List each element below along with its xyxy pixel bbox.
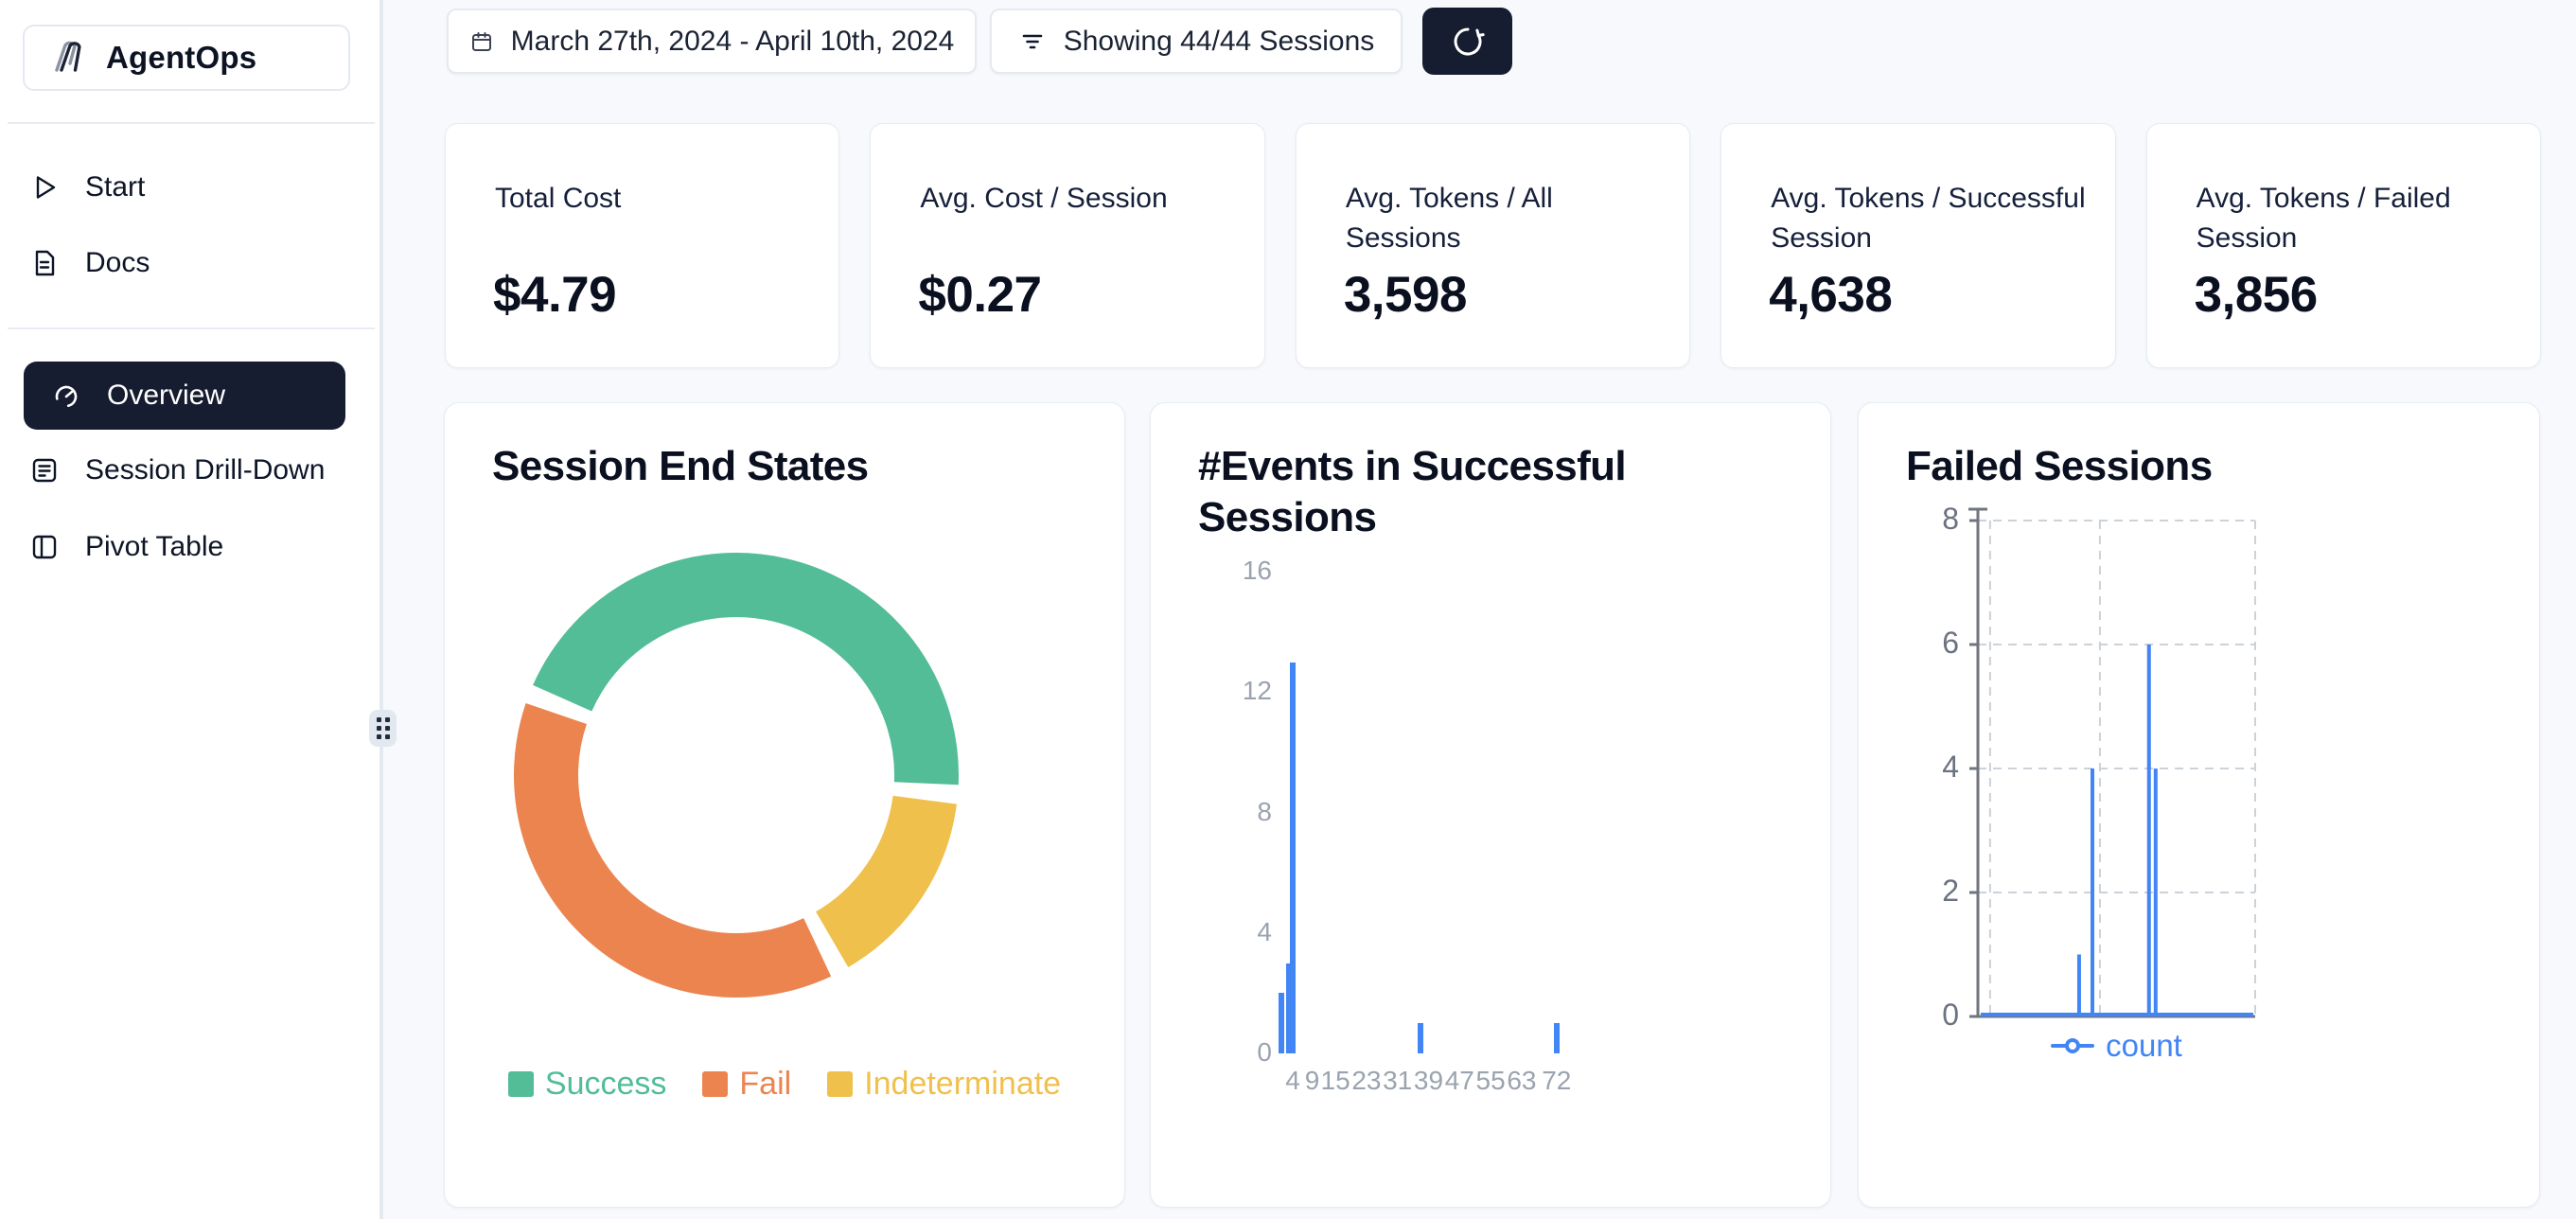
legend-label: Indeterminate [864,1066,1062,1102]
y-axis-label: 4 [1942,750,1959,784]
donut-segment-indeterminate [815,795,957,968]
calendar-icon [469,29,494,54]
y-axis-label: 0 [1942,998,1959,1032]
legend-label: Success [544,1066,667,1102]
sidebar-resize-handle[interactable] [369,710,397,747]
x-axis-label: 15 [1320,1066,1350,1095]
gauge-icon [50,380,82,412]
play-icon [28,171,61,203]
sidebar-divider [8,122,375,124]
failed-sessions-card: Failed Sessions 8 6 4 2 0 count [1858,402,2540,1208]
donut-segment-success [533,553,959,786]
count-legend-label: count [2106,1028,2182,1063]
logo[interactable]: AgentOps [23,25,350,91]
stat-card-avg-tokens-all: Avg. Tokens / All Sessions 3,598 [1295,123,1691,368]
count-series-line [1981,645,2253,1016]
stats-row: Total Cost $4.79 Avg. Cost / Session $0.… [445,123,2542,368]
stat-label: Avg. Tokens / All Sessions [1345,183,1553,254]
legend-item-success: Success [507,1066,667,1103]
sidebar-item-pivot-table[interactable]: Pivot Table [28,528,223,566]
sidebar-divider [8,327,375,329]
y-axis-label: 4 [1257,916,1272,946]
chart-title: #Events in Successful Sessions [1198,443,1627,540]
donut-legend: Success Fail Indeterminate [445,1066,1124,1103]
stat-card-avg-tokens-failed: Avg. Tokens / Failed Session 3,856 [2145,123,2542,368]
chart-title: Session End States [492,443,869,489]
x-axis-label: 63 [1507,1066,1537,1095]
failed-sessions-line-chart [1968,507,2256,1018]
stat-value: 3,856 [2194,267,2319,323]
x-axis-label: 9 [1304,1066,1320,1095]
agentops-logo-icon [45,36,89,80]
x-axis-label: 39 [1413,1066,1444,1095]
y-axis-label: 8 [1257,796,1272,826]
stat-label: Avg. Cost / Session [920,183,1168,214]
refresh-button[interactable] [1422,8,1512,75]
session-filter-button[interactable]: Showing 44/44 Sessions [990,9,1403,74]
x-axis-label: 72 [1542,1066,1572,1095]
stat-value: 3,598 [1343,267,1468,323]
sidebar-item-session-drill-down[interactable]: Session Drill-Down [28,451,325,489]
docs-icon [28,247,61,279]
events-bar-chart: 16 12 8 4 0 4 9 15 23 31 39 47 55 63 72 [1151,403,1832,1209]
stat-value: $4.79 [493,267,617,323]
sidebar: AgentOps Start Docs Overview [0,0,383,1219]
bar [1290,662,1296,1053]
app-title: AgentOps [106,40,257,75]
sidebar-item-label: Overview [107,380,226,411]
sidebar-item-label: Session Drill-Down [85,454,326,486]
stat-value: $0.27 [918,267,1042,323]
y-axis-label: 12 [1242,676,1272,706]
sidebar-item-overview[interactable]: Overview [24,362,345,430]
stat-card-avg-tokens-successful: Avg. Tokens / Successful Session 4,638 [1720,123,2116,368]
bar [1285,963,1292,1053]
x-axis-label: 23 [1351,1066,1382,1095]
sidebar-item-label: Start [85,171,146,203]
list-icon [28,454,61,486]
x-axis-label: 4 [1285,1066,1300,1095]
x-axis-label: 47 [1444,1066,1474,1095]
bar [1418,1023,1424,1053]
stat-card-total-cost: Total Cost $4.79 [445,123,840,368]
legend-swatch [702,1071,729,1097]
legend-label: Fail [739,1066,792,1102]
donut-chart [514,553,959,998]
y-axis-label: 6 [1942,626,1959,660]
count-legend: count [1978,1028,2255,1064]
chart-title: Failed Sessions [1906,443,2213,489]
y-axis-label: 2 [1942,874,1959,908]
date-range-button[interactable]: March 27th, 2024 - April 10th, 2024 [447,9,977,74]
bar [1278,993,1284,1053]
y-axis-label: 8 [1942,502,1959,536]
donut-segment-fail [514,703,832,998]
stat-label: Total Cost [495,183,622,214]
date-range-label: March 27th, 2024 - April 10th, 2024 [510,25,955,57]
y-axis-label: 0 [1257,1037,1272,1067]
x-axis-label: 31 [1383,1066,1413,1095]
filter-icon [1018,27,1047,56]
legend-item-fail: Fail [702,1066,791,1103]
sidebar-item-label: Docs [85,247,150,278]
sidebar-item-docs[interactable]: Docs [28,244,150,282]
y-axis-label: 16 [1242,556,1272,586]
stat-card-avg-cost-session: Avg. Cost / Session $0.27 [870,123,1265,368]
refresh-icon [1449,23,1487,61]
count-legend-marker-icon [2051,1037,2095,1054]
stat-label: Avg. Tokens / Failed Session [2196,183,2451,254]
sidebar-item-start[interactable]: Start [28,168,145,206]
stat-label: Avg. Tokens / Successful Session [1771,183,2086,254]
legend-swatch [827,1071,854,1097]
session-end-states-card: Session End States Success Fail Indeterm… [444,402,1125,1208]
x-axis-label: 55 [1475,1066,1506,1095]
session-filter-label: Showing 44/44 Sessions [1063,25,1375,57]
bar [1553,1023,1560,1053]
legend-swatch [507,1071,534,1097]
stat-value: 4,638 [1769,267,1893,323]
sidebar-item-label: Pivot Table [85,531,224,562]
pivot-icon [28,531,61,563]
events-histogram-card: #Events in Successful Sessions 16 12 8 4 0 4 9… [1150,402,1831,1208]
legend-item-indeterminate: Indeterminate [827,1066,1061,1103]
